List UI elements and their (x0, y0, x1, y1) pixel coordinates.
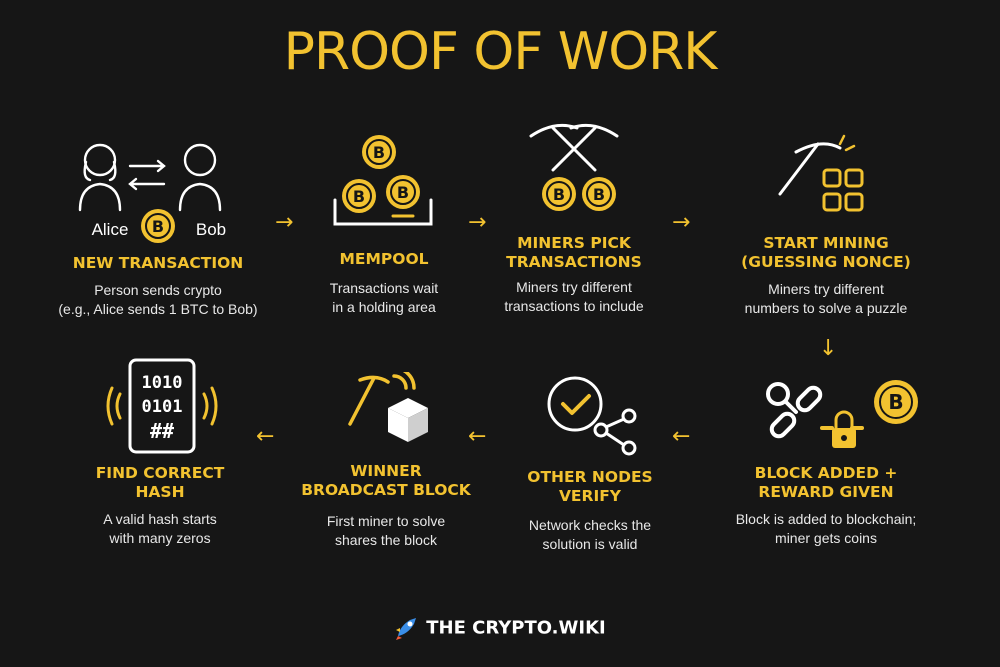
svg-text:B: B (888, 390, 903, 414)
mempool-coins-icon: B B B (333, 135, 433, 226)
alice-bob-icon: Alice B Bob (78, 143, 226, 243)
arrow-left: ← (468, 424, 487, 449)
arrow-right: → (275, 210, 294, 235)
step-description: Transactions wait in a holding area (329, 280, 439, 315)
svg-text:B: B (593, 185, 605, 204)
chain-lock-coin-icon: B (766, 380, 918, 448)
svg-text:B: B (152, 217, 164, 236)
brand-text: THE CRYPTO.WIKI (426, 617, 606, 639)
page-title: PROOF OF WORK (283, 22, 718, 82)
svg-text:B: B (353, 187, 365, 206)
step-heading: START MINING (GUESSING NONCE) (741, 234, 911, 271)
step-winner-broadcast: WINNER BROADCAST BLOCK First miner to so… (266, 372, 506, 550)
pickaxes-coins-icon: B B (529, 123, 619, 211)
step-start-mining: START MINING (GUESSING NONCE) Miners try… (706, 132, 946, 318)
step-description: A valid hash starts with many zeros (103, 511, 217, 546)
step-heading: NEW TRANSACTION (72, 254, 244, 272)
step-description: Miners try different transactions to inc… (504, 279, 644, 314)
step-mempool: B B B MEMPOOL Transactions wait in a hol… (264, 128, 504, 317)
step-miners-pick: B B MINERS PICK TRANSACTIONS Miners try … (454, 118, 694, 316)
alice-label: Alice (92, 220, 129, 239)
svg-text:B: B (373, 143, 385, 162)
step-heading: OTHER NODES VERIFY (527, 468, 653, 505)
pickaxe-block-broadcast-icon (348, 372, 428, 442)
step-block-added: B BLOCK ADDED + REWARD GIVEN Block is ad… (706, 372, 946, 548)
bob-label: Bob (196, 220, 226, 239)
arrow-left: ← (256, 424, 275, 449)
step-new-transaction: Alice B Bob NEW TRANSACTION Person sends… (38, 138, 278, 319)
step-description: Miners try different numbers to solve a … (744, 281, 908, 316)
brand-logo: THE CRYPTO.WIKI (0, 616, 1000, 640)
step-heading: FIND CORRECT HASH (95, 464, 225, 501)
step-find-correct-hash: 1010 0101 ## FIND CORRECT HASH A valid h… (40, 358, 280, 548)
step-heading: MEMPOOL (339, 250, 429, 268)
hash-device-icon: 1010 0101 ## (106, 358, 218, 454)
arrow-right: → (468, 210, 487, 235)
check-network-icon (547, 376, 637, 456)
step-description: Network checks the solution is valid (528, 517, 652, 552)
arrow-left: ← (672, 424, 691, 449)
hash-line-1: 1010 (142, 373, 183, 393)
step-other-nodes-verify: OTHER NODES VERIFY Network checks the so… (470, 372, 710, 554)
rocket-icon (396, 618, 417, 640)
arrow-right: → (672, 210, 691, 235)
step-heading: BLOCK ADDED + REWARD GIVEN (754, 464, 898, 501)
step-description: Person sends crypto (e.g., Alice sends 1… (58, 282, 258, 317)
svg-text:B: B (397, 183, 409, 202)
step-heading: MINERS PICK TRANSACTIONS (506, 234, 642, 271)
hash-line-2: 0101 (142, 397, 183, 417)
hash-line-3: ## (150, 419, 174, 443)
svg-text:B: B (553, 185, 565, 204)
pickaxe-grid-icon (778, 134, 864, 212)
step-description: First miner to solve shares the block (326, 513, 446, 548)
step-description: Block is added to blockchain; miner gets… (735, 511, 917, 546)
step-heading: WINNER BROADCAST BLOCK (301, 462, 471, 499)
arrow-down: ↓ (819, 336, 838, 361)
